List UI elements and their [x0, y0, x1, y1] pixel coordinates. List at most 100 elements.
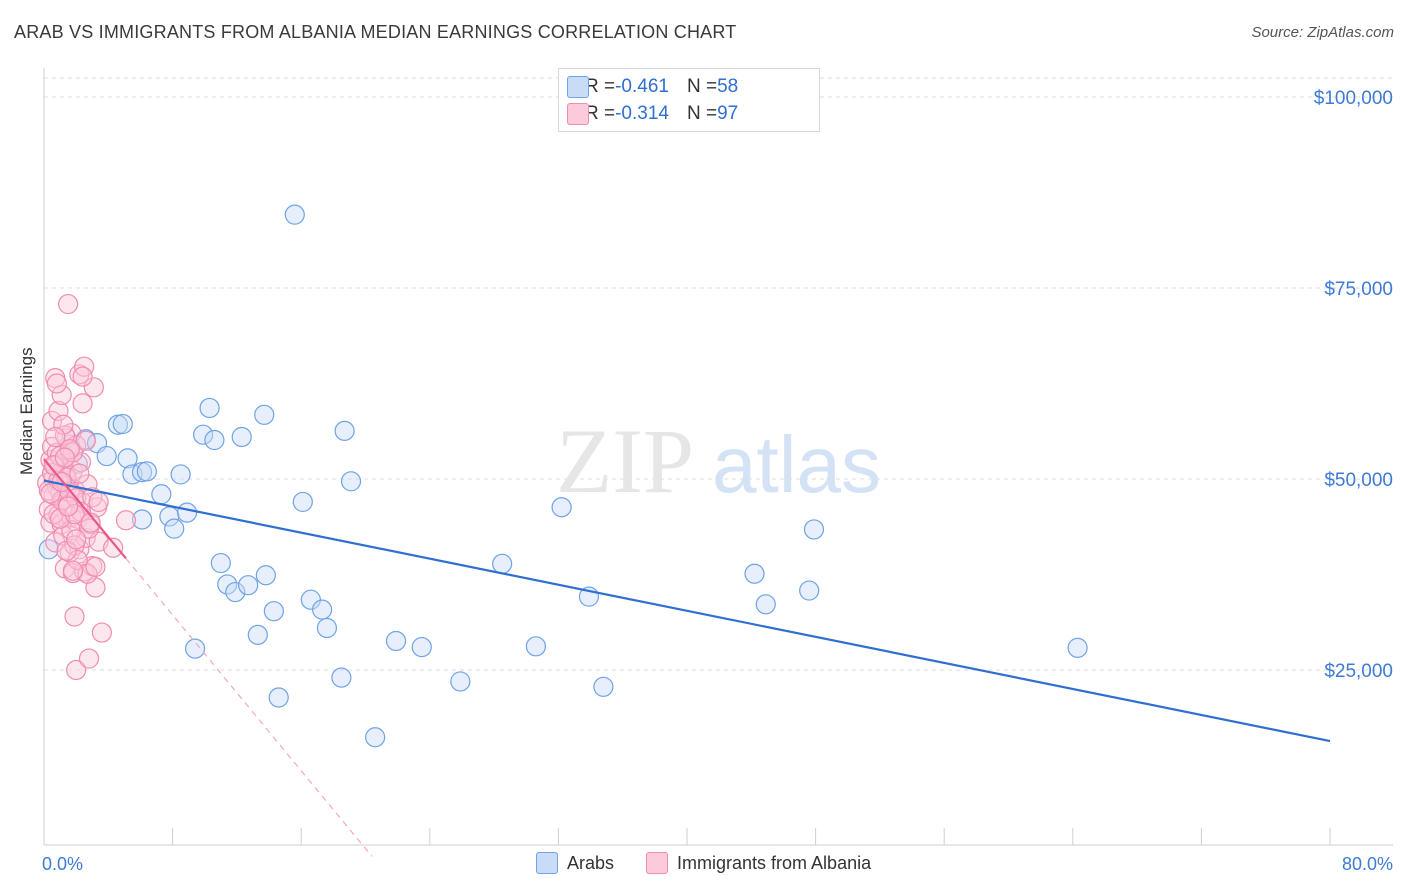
- arabs-point-50: [755, 594, 776, 615]
- arabs-point-13: [151, 484, 172, 505]
- arabs-r-value: -0.461: [615, 76, 669, 97]
- arabs-point-7: [112, 413, 133, 435]
- arabs-point-21: [204, 429, 225, 451]
- legend-item-arabs[interactable]: Arabs: [536, 852, 614, 874]
- legend-arabs-swatch: [536, 852, 558, 874]
- arabs-point-28: [254, 404, 275, 425]
- arabs-r-label: R =: [585, 76, 616, 97]
- arabs-point-49: [744, 563, 765, 584]
- arabs-point-8: [117, 448, 138, 469]
- legend-arabs-label: Arabs: [567, 852, 615, 873]
- arabs-point-42: [411, 636, 432, 658]
- albania-point-88: [43, 455, 64, 476]
- albania-point-79: [46, 373, 67, 394]
- arabs-point-35: [311, 599, 333, 620]
- albania-point-35: [66, 659, 87, 681]
- watermark-atlas: atlas: [712, 420, 881, 509]
- y-tick-label-1: $50,000: [1324, 470, 1393, 491]
- albania-r-value: -0.314: [615, 103, 669, 124]
- albania-point-82: [69, 463, 90, 484]
- arabs-point-38: [334, 420, 355, 441]
- albania-point-33: [64, 606, 85, 627]
- arabs-point-20: [199, 397, 220, 419]
- albania-point-90: [58, 496, 79, 517]
- axes: [43, 68, 1393, 846]
- arabs-point-23: [217, 574, 238, 595]
- arabs-point-18: [185, 638, 206, 659]
- y-tick-label-2: $75,000: [1324, 279, 1393, 300]
- arabs-point-31: [268, 687, 289, 708]
- albania-point-93: [54, 447, 75, 468]
- stats-row-arabs: R = -0.461 N = 58: [567, 74, 738, 100]
- albania-point-92: [45, 426, 66, 448]
- albania-trend-extension: [125, 558, 373, 857]
- x-tick-label-max: 80.0%: [1342, 854, 1393, 874]
- albania-point-41: [72, 393, 93, 414]
- arabs-point-51: [799, 580, 820, 601]
- albania-point-48: [83, 377, 104, 398]
- arabs-point-53: [1067, 637, 1088, 658]
- arabs-point-5: [96, 445, 117, 467]
- arabs-point-44: [492, 553, 513, 574]
- arabs-point-33: [292, 491, 313, 513]
- arabs-trend-line: [43, 479, 1331, 743]
- arabs-point-32: [284, 204, 305, 225]
- arabs-point-25: [231, 426, 252, 448]
- arabs-point-52: [803, 519, 825, 540]
- legend-item-albania[interactable]: Immigrants from Albania: [646, 852, 871, 874]
- x-tick-label-min: 0.0%: [42, 854, 83, 874]
- legend-albania-label: Immigrants from Albania: [677, 852, 872, 873]
- albania-n-label: N =: [686, 103, 718, 124]
- arabs-point-41: [385, 630, 407, 652]
- albania-point-52: [91, 622, 112, 643]
- albania-point-5: [41, 410, 63, 432]
- arabs-point-22: [210, 552, 231, 574]
- watermark: ZIP atlas: [556, 410, 881, 512]
- albania-point-53: [103, 537, 124, 558]
- arabs-point-37: [331, 667, 352, 688]
- albania-point-78: [85, 556, 106, 577]
- arabs-point-48: [593, 676, 614, 697]
- arabs-point-39: [340, 471, 362, 492]
- albania-point-74: [75, 430, 96, 451]
- arabs-point-36: [316, 617, 338, 639]
- albania-point-45: [78, 648, 100, 669]
- albania-point-87: [72, 366, 93, 387]
- albania-point-24: [58, 293, 79, 315]
- arabs-n-label: N =: [686, 76, 718, 97]
- albania-points: [37, 293, 137, 681]
- arabs-point-27: [247, 624, 268, 645]
- arabs-point-11: [136, 461, 157, 482]
- albania-point-80: [53, 414, 74, 435]
- arabs-point-46: [551, 497, 572, 518]
- arabs-point-19: [193, 424, 214, 445]
- arabs-point-43: [450, 671, 471, 692]
- arabs-point-26: [238, 575, 259, 596]
- albania-point-95: [80, 512, 101, 533]
- source-label: Source: ZipAtlas.com: [1251, 24, 1394, 41]
- albania-swatch: [567, 103, 589, 125]
- albania-point-96: [88, 491, 109, 513]
- stats-row-albania: R = -0.314 N = 97: [567, 101, 739, 127]
- albania-n-value: 97: [717, 103, 739, 124]
- albania-point-91: [66, 529, 87, 550]
- arabs-point-15: [164, 518, 185, 539]
- albania-trend-line: [43, 458, 127, 560]
- arabs-point-24: [225, 581, 246, 603]
- arabs-point-40: [365, 727, 386, 748]
- y-tick-label-0: $25,000: [1324, 661, 1393, 682]
- tick-labels: $25,000 $50,000 $75,000 $100,000 0.0% 80.0%: [42, 88, 1393, 874]
- legend-albania-swatch: [646, 852, 669, 874]
- watermark-zip: ZIP: [556, 410, 694, 512]
- albania-r-label: R =: [585, 103, 616, 124]
- chart-title: ARAB VS IMMIGRANTS FROM ALBANIA MEDIAN E…: [14, 22, 737, 42]
- arabs-point-16: [170, 464, 191, 485]
- arabs-point-17: [176, 502, 198, 523]
- arabs-point-45: [525, 636, 546, 657]
- series-legend: Arabs Immigrants from Albania: [536, 852, 893, 874]
- albania-point-94: [62, 560, 84, 581]
- arabs-point-12: [131, 509, 153, 530]
- albania-point-16: [51, 384, 72, 406]
- arabs-point-30: [263, 601, 284, 622]
